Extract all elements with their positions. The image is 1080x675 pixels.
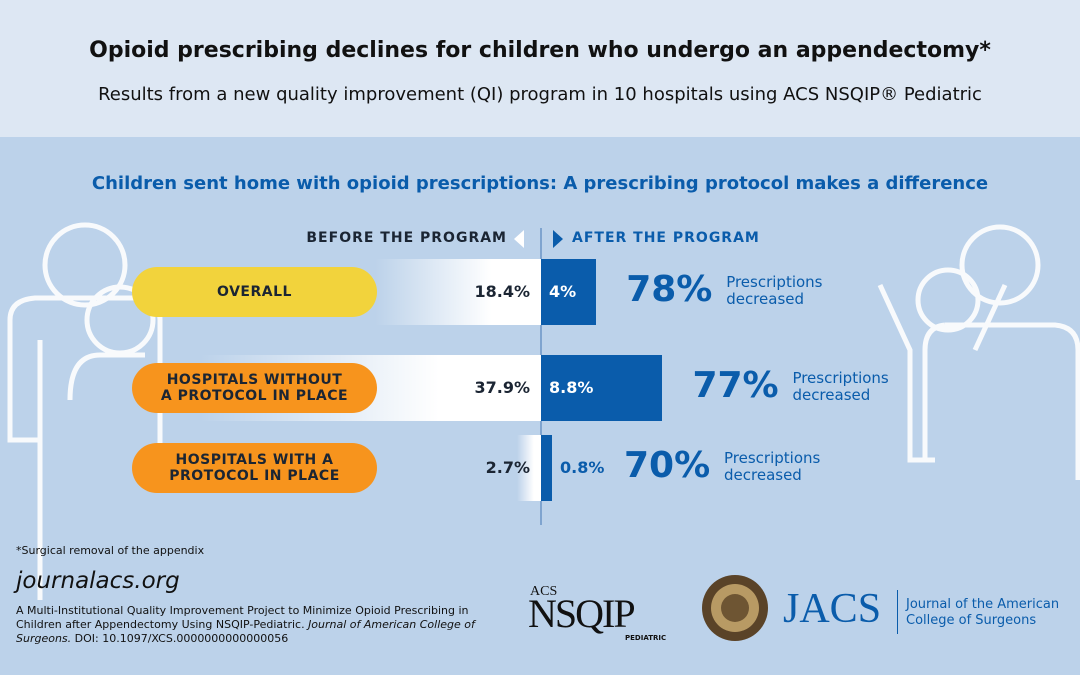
reduction-value: 78% bbox=[626, 269, 713, 310]
logo-nsqip: NSQIP bbox=[528, 591, 636, 636]
citation: A Multi-Institutional Quality Improvemen… bbox=[16, 604, 486, 646]
after-value-label: 8.8% bbox=[549, 378, 594, 397]
before-value-label: 2.7% bbox=[485, 458, 530, 477]
category-pill: OVERALL bbox=[132, 267, 377, 317]
title: Opioid prescribing declines for children… bbox=[89, 38, 991, 63]
seal bbox=[702, 575, 768, 641]
category-label: OVERALL bbox=[217, 284, 292, 300]
category-pill: HOSPITALS WITH A PROTOCOL IN PLACE bbox=[132, 443, 377, 493]
reduction-value: 70% bbox=[624, 445, 711, 486]
after-bar bbox=[541, 355, 663, 421]
legend-before-marker bbox=[514, 230, 524, 248]
header-band bbox=[0, 0, 1080, 137]
legend-after-marker bbox=[553, 230, 563, 248]
legend-after: AFTER THE PROGRAM bbox=[572, 230, 760, 246]
logo-jacs: JACS bbox=[783, 586, 882, 632]
logo-divider bbox=[897, 590, 898, 634]
citation-text: A Multi-Institutional Quality Improvemen… bbox=[16, 604, 469, 631]
reduction-value: 77% bbox=[692, 365, 779, 406]
before-value-label: 37.9% bbox=[474, 378, 530, 397]
before-bar bbox=[375, 259, 541, 325]
after-bar bbox=[541, 259, 597, 325]
category-label: HOSPITALS WITHOUT A PROTOCOL IN PLACE bbox=[160, 372, 349, 404]
url: journalacs.org bbox=[16, 568, 180, 594]
before-bar bbox=[516, 435, 541, 501]
before-value-label: 18.4% bbox=[474, 282, 530, 301]
logo-journal: Journal of the American College of Surge… bbox=[906, 597, 1060, 628]
citation-doi: DOI: 10.1097/XCS.0000000000000056 bbox=[71, 632, 289, 645]
after-bar bbox=[541, 435, 553, 501]
citation-journal: Journal of American College of Surgeons. bbox=[16, 618, 475, 645]
after-value-label: 4% bbox=[549, 282, 577, 301]
reduction-label: Prescriptions decreased bbox=[724, 449, 821, 484]
logo-pediatric: PEDIATRIC bbox=[625, 634, 667, 642]
logo-acs: ACS bbox=[530, 584, 558, 599]
legend-before: BEFORE THE PROGRAM bbox=[306, 230, 507, 246]
reduction-label: Prescriptions decreased bbox=[792, 369, 889, 404]
reduction-label: Prescriptions decreased bbox=[726, 273, 823, 308]
category-label: HOSPITALS WITH A PROTOCOL IN PLACE bbox=[169, 452, 340, 484]
subtitle: Results from a new quality improvement (… bbox=[98, 84, 982, 105]
category-pill: HOSPITALS WITHOUT A PROTOCOL IN PLACE bbox=[132, 363, 377, 413]
after-value-label: 0.8% bbox=[560, 458, 605, 477]
footnote: *Surgical removal of the appendix bbox=[16, 544, 205, 557]
heading: Children sent home with opioid prescript… bbox=[91, 173, 989, 194]
